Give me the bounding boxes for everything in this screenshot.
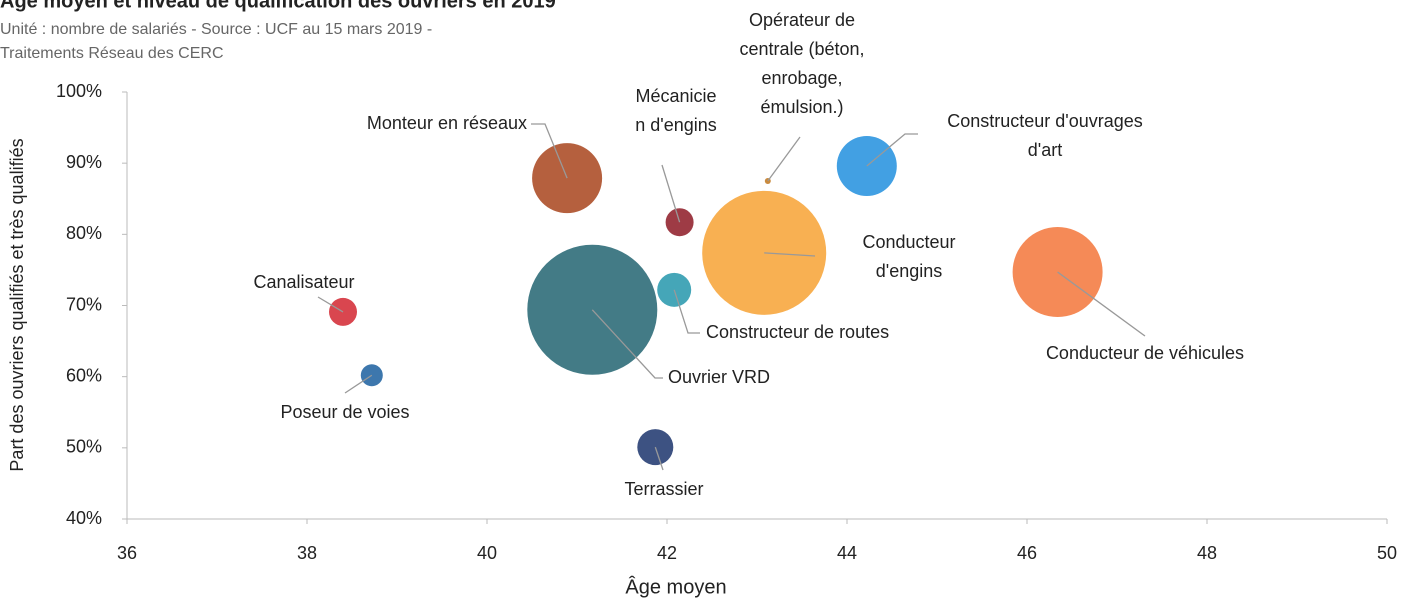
data-label: d'engins: [876, 261, 943, 281]
data-label: n d'engins: [635, 115, 717, 135]
leader-line: [764, 252, 816, 257]
leader-line: [866, 133, 918, 167]
chart-title: Âge moyen et niveau de qualification des…: [0, 0, 556, 12]
data-label: Canalisateur: [253, 272, 354, 292]
leader-line: [661, 164, 681, 223]
data-label: Mécanicie: [635, 86, 716, 106]
y-tick-label: 100%: [56, 81, 102, 101]
data-label: Conducteur: [862, 232, 955, 252]
data-label: Conducteur de véhicules: [1046, 343, 1244, 363]
leader-line: [344, 374, 373, 394]
leader-line: [1057, 271, 1146, 337]
y-axis-title: Part des ouvriers qualifiés et très qual…: [7, 138, 27, 471]
leader-line: [673, 289, 700, 334]
data-label: centrale (béton,: [739, 39, 864, 59]
subtitle: Unité : nombre de salariés - Source : UC…: [0, 21, 432, 38]
leader-line: [591, 309, 663, 379]
data-label: d'art: [1028, 140, 1062, 160]
x-tick-label: 44: [837, 543, 857, 563]
data-label: émulsion.): [760, 97, 843, 117]
x-tick-label: 42: [657, 543, 677, 563]
subtitle: Traitements Réseau des CERC: [0, 45, 224, 62]
y-tick-label: 60%: [66, 365, 102, 385]
data-label: Constructeur de routes: [706, 322, 889, 342]
data-label: Ouvrier VRD: [668, 367, 770, 387]
y-tick-label: 70%: [66, 294, 102, 314]
x-tick-label: 38: [297, 543, 317, 563]
data-label: Poseur de voies: [280, 402, 409, 422]
data-label: enrobage,: [761, 68, 842, 88]
leader-line: [531, 123, 568, 179]
y-tick-label: 80%: [66, 223, 102, 243]
leader-line: [317, 296, 344, 313]
y-tick-label: 50%: [66, 437, 102, 457]
x-tick-label: 40: [477, 543, 497, 563]
leader-line: [767, 136, 801, 182]
x-tick-label: 50: [1377, 543, 1397, 563]
x-axis-title: Âge moyen: [625, 575, 726, 598]
x-tick-label: 36: [117, 543, 137, 563]
data-label: Terrassier: [624, 479, 703, 499]
data-label: Monteur en réseaux: [367, 113, 527, 133]
y-tick-label: 40%: [66, 508, 102, 528]
x-tick-label: 48: [1197, 543, 1217, 563]
data-label: Constructeur d'ouvrages: [947, 111, 1143, 131]
x-tick-label: 46: [1017, 543, 1037, 563]
data-label: Opérateur de: [749, 10, 855, 30]
y-tick-label: 90%: [66, 152, 102, 172]
leader-line: [654, 446, 664, 471]
